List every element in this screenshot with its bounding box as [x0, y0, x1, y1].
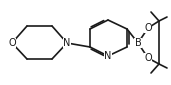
Text: O: O [8, 38, 16, 48]
Text: O: O [144, 23, 152, 33]
Text: N: N [63, 38, 71, 48]
Text: B: B [135, 38, 141, 48]
Text: O: O [144, 53, 152, 63]
Text: N: N [104, 51, 112, 61]
